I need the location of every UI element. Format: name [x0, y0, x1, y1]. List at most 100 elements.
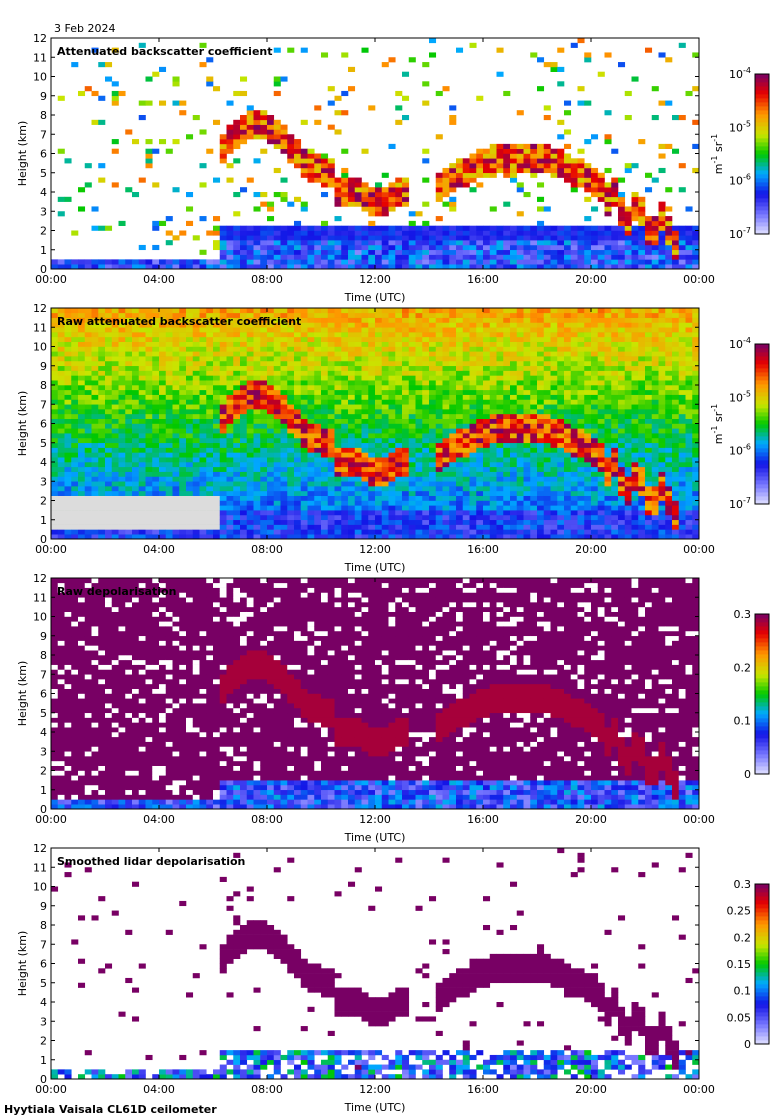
heat-cell [192, 433, 200, 439]
heat-cell [415, 240, 423, 246]
heat-cell [408, 490, 416, 496]
heat-cell [280, 249, 288, 255]
heat-cell [219, 505, 227, 511]
heat-cell [111, 264, 119, 270]
heat-cell [213, 312, 221, 318]
heat-cell [456, 167, 464, 174]
heat-cell [422, 148, 430, 154]
heat-cell [98, 505, 106, 511]
heat-cell [462, 177, 470, 183]
heat-cell [186, 264, 194, 270]
heat-cell [186, 452, 194, 458]
heat-cell [388, 375, 396, 381]
heat-cell [125, 346, 133, 352]
heat-cell [307, 409, 315, 415]
heat-cell [442, 452, 450, 458]
heat-cell [226, 148, 234, 154]
heat-cell [476, 365, 484, 371]
heat-cell [294, 452, 302, 458]
heat-cell [496, 249, 504, 255]
heat-cell [381, 385, 389, 391]
heat-cell [213, 437, 221, 444]
heat-cell [442, 389, 450, 395]
heat-cell [523, 394, 531, 400]
heat-cell [260, 500, 268, 506]
heat-cell [469, 428, 477, 434]
heat-cell [456, 336, 464, 342]
heat-cell [219, 264, 227, 270]
heat-cell [422, 466, 430, 472]
heat-cell [591, 167, 599, 174]
heat-cell [105, 529, 113, 535]
heat-cell [64, 336, 72, 342]
heat-cell [213, 317, 221, 323]
heat-cell [449, 346, 457, 352]
heat-cell [307, 322, 315, 328]
heat-cell [348, 322, 356, 328]
heat-cell [462, 158, 470, 164]
heat-cell [604, 206, 612, 212]
heat-cell [314, 119, 322, 125]
heat-cell [165, 380, 173, 386]
heat-cell [294, 259, 302, 265]
heat-cell [138, 394, 146, 400]
heat-cell [78, 360, 86, 367]
heat-cell [375, 196, 383, 202]
heat-cell [186, 346, 194, 352]
heat-cell [213, 244, 221, 251]
heat-cell [267, 365, 275, 371]
heat-cell [489, 167, 497, 174]
heat-cell [348, 481, 356, 487]
heat-cell [341, 240, 349, 246]
heat-cell [84, 490, 92, 496]
heat-cell [280, 462, 288, 468]
heat-cell [429, 351, 437, 357]
heat-cell [206, 500, 214, 506]
heat-cell [516, 505, 524, 511]
heat-cell [132, 312, 140, 318]
heat-cell [429, 264, 437, 270]
heat-cell [300, 225, 308, 231]
x-tick-label: 04:00 [143, 273, 175, 286]
colorbar-segment [755, 170, 769, 175]
heat-cell [456, 249, 464, 255]
heat-cell [307, 177, 315, 183]
heat-cell [253, 110, 261, 116]
heat-cell [51, 471, 59, 477]
heat-cell [496, 385, 504, 391]
heat-cell [118, 534, 126, 540]
heat-cell [388, 356, 396, 362]
heat-cell [402, 115, 410, 121]
heat-cell [105, 308, 113, 314]
heat-cell [280, 240, 288, 246]
heat-cell [476, 264, 484, 270]
heat-cell [462, 452, 470, 458]
heat-cell [415, 486, 423, 492]
heat-cell [84, 437, 92, 444]
heat-cell [226, 134, 234, 140]
heat-cell [138, 428, 146, 434]
heat-cell [64, 500, 72, 506]
heat-cell [489, 206, 497, 212]
heat-cell [179, 375, 187, 381]
heat-cell [260, 119, 268, 125]
heat-cell [402, 486, 410, 492]
heat-cell [435, 360, 443, 367]
heat-cell [105, 360, 113, 367]
heat-cell [206, 230, 214, 236]
heat-cell [469, 336, 477, 342]
heat-cell [368, 529, 376, 535]
heat-cell [294, 433, 302, 439]
heat-cell [280, 524, 288, 530]
heat-cell [57, 399, 65, 405]
heat-cell [91, 490, 99, 496]
heat-cell [280, 500, 288, 506]
heat-cell [651, 230, 659, 236]
heat-cell [435, 177, 443, 183]
heat-cell [422, 244, 430, 251]
heat-cell [577, 38, 585, 44]
heat-cell [530, 225, 538, 231]
heat-cell [327, 490, 335, 496]
heat-cell [240, 360, 248, 367]
heat-cell [321, 254, 329, 260]
